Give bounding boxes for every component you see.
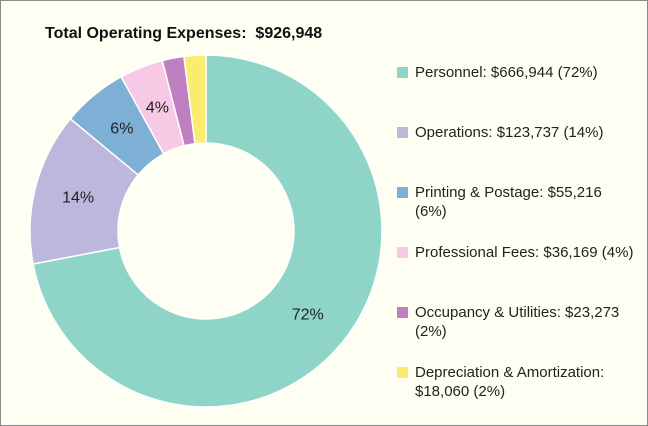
legend-item: Operations: $123,737 (14%) <box>397 123 637 183</box>
slice <box>29 117 140 265</box>
legend-label: Occupancy & Utilities: $23,273 (2%) <box>415 304 620 340</box>
legend-item: Depreciation & Amortization: $18,060 (2%… <box>397 363 637 423</box>
legend-swatch <box>397 367 408 378</box>
legend-swatch <box>397 187 408 198</box>
legend-swatch <box>397 307 408 318</box>
legend-label: Operations: $123,737 (14%) <box>415 124 604 141</box>
legend: Personnel: $666,944 (72%) Operations: $12… <box>397 63 637 423</box>
legend-swatch <box>397 247 408 258</box>
legend-item: Occupancy & Utilities: $23,273 (2%) <box>397 303 637 363</box>
slice-label: 4% <box>146 99 169 116</box>
legend-label: Printing & Postage: $55,216 (6%) <box>415 184 602 220</box>
legend-item: Personnel: $666,944 (72%) <box>397 63 637 123</box>
slice-label: 6% <box>110 121 133 138</box>
slice-label: 72% <box>292 306 324 323</box>
legend-label: Professional Fees: $36,169 (4%) <box>415 244 634 261</box>
legend-swatch <box>397 67 408 78</box>
legend-item: Printing & Postage: $55,216 (6%) <box>397 183 637 243</box>
slice <box>183 54 207 145</box>
legend-item: Professional Fees: $36,169 (4%) <box>397 243 637 303</box>
legend-label: Personnel: $666,944 (72%) <box>415 64 598 81</box>
legend-swatch <box>397 127 408 138</box>
chart-title: Total Operating Expenses: $926,948 <box>45 25 322 42</box>
slice-label: 14% <box>62 189 94 206</box>
legend-label: Depreciation & Amortization: $18,060 (2%… <box>415 364 605 400</box>
slice <box>32 54 383 408</box>
